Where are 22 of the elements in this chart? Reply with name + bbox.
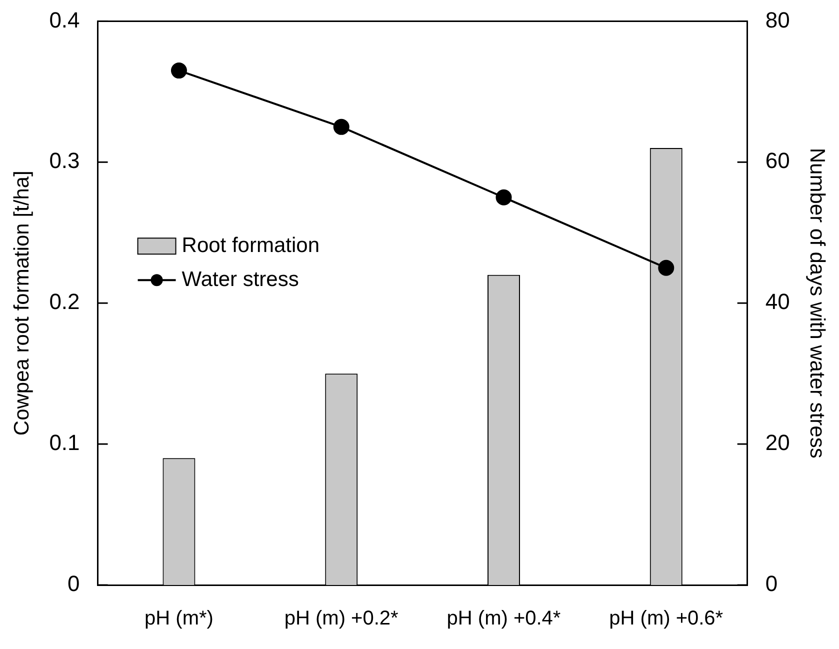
x-tick-label: pH (m) +0.4* — [446, 608, 561, 630]
y2-tick-label: 20 — [765, 430, 790, 456]
y2-tick-label: 60 — [765, 148, 790, 174]
point — [658, 260, 674, 276]
y-tick-label: 0 — [68, 571, 80, 596]
x-tick-label: pH (m) +0.6* — [609, 608, 724, 630]
point — [333, 118, 350, 135]
point — [496, 189, 512, 206]
y2-axis-title: Number of days with water stress — [806, 148, 829, 458]
x-tick-label: pH (m*) — [144, 608, 214, 630]
y-tick-label: 0.1 — [49, 430, 80, 456]
y2-tick-label: 40 — [765, 289, 790, 314]
legend-label: Root formation — [182, 234, 320, 257]
y2-tick-label: 80 — [765, 7, 790, 32]
legend-label: Water stress — [182, 268, 299, 291]
y-tick-label: 0.2 — [49, 289, 80, 314]
y-axis-title: Cowpea root formation [t/ha] — [10, 170, 34, 436]
y-tick-label: 0.3 — [49, 148, 80, 174]
y2-tick-label: 0 — [765, 571, 778, 596]
x-tick-label: pH (m) +0.2* — [284, 608, 399, 630]
point — [170, 62, 187, 79]
y-tick-label: 0.4 — [49, 7, 80, 32]
